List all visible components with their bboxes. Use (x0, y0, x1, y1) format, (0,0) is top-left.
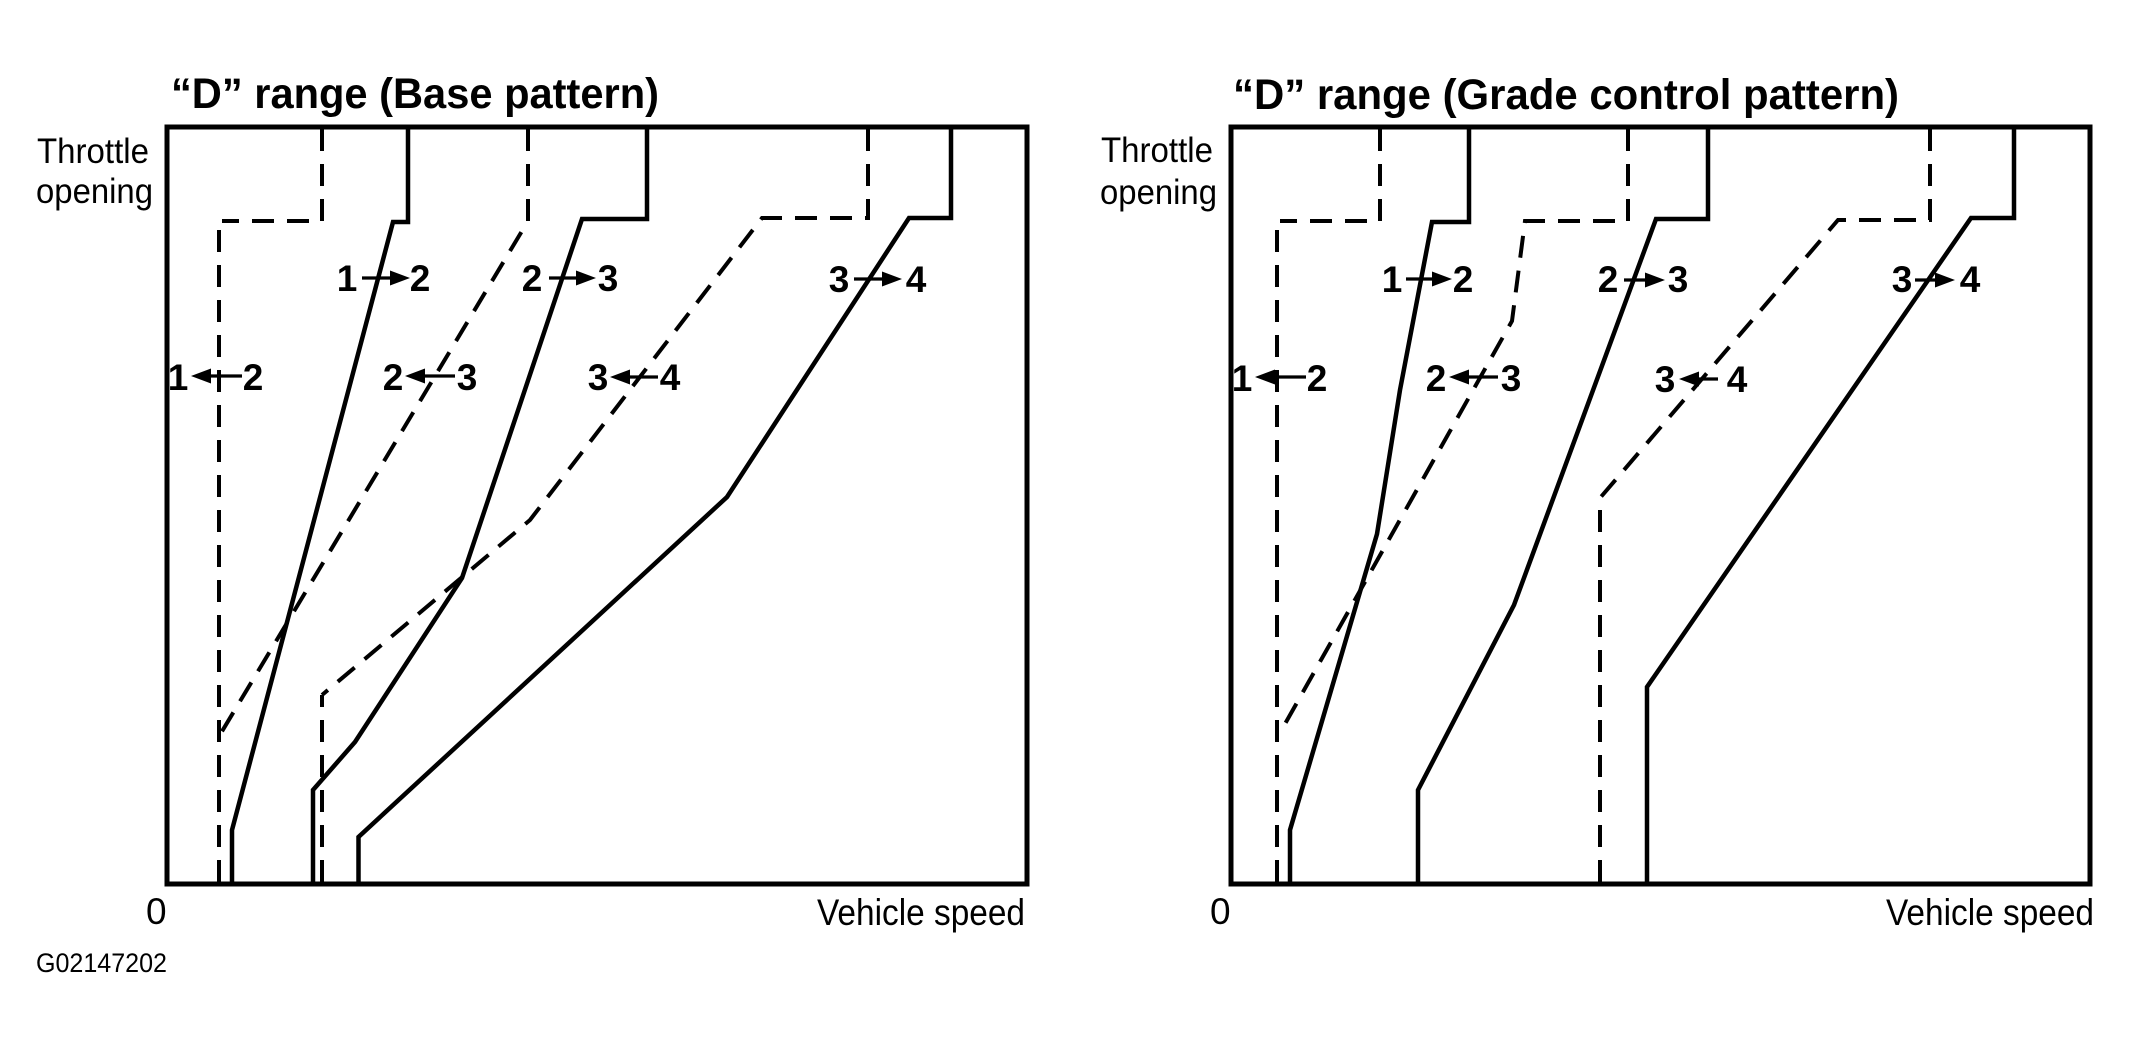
svg-text:2: 2 (243, 357, 264, 398)
svg-text:Throttle: Throttle (1101, 131, 1213, 170)
svg-text:3: 3 (588, 357, 609, 398)
svg-text:3: 3 (1655, 359, 1676, 400)
svg-text:2: 2 (1307, 358, 1328, 399)
svg-text:3: 3 (457, 357, 478, 398)
svg-text:Throttle: Throttle (37, 132, 149, 171)
svg-text:3: 3 (1501, 358, 1522, 399)
svg-text:G02147202: G02147202 (36, 948, 167, 978)
svg-text:4: 4 (660, 357, 681, 398)
svg-text:1: 1 (337, 258, 358, 299)
svg-text:4: 4 (1727, 359, 1748, 400)
svg-text:3: 3 (1892, 259, 1913, 300)
svg-text:1: 1 (168, 357, 189, 398)
svg-text:2: 2 (1598, 259, 1619, 300)
svg-text:4: 4 (906, 259, 927, 300)
svg-text:3: 3 (598, 258, 619, 299)
svg-text:0: 0 (1210, 891, 1231, 932)
svg-text:2: 2 (383, 357, 404, 398)
svg-text:Vehicle speed: Vehicle speed (817, 892, 1025, 933)
svg-text:3: 3 (1668, 259, 1689, 300)
svg-text:1: 1 (1382, 259, 1403, 300)
svg-text:3: 3 (829, 259, 850, 300)
svg-text:1: 1 (1232, 358, 1253, 399)
svg-text:2: 2 (410, 258, 431, 299)
svg-text:2: 2 (1453, 259, 1474, 300)
svg-text:Vehicle speed: Vehicle speed (1886, 892, 2094, 933)
svg-text:opening: opening (1100, 173, 1217, 212)
svg-text:0: 0 (146, 891, 167, 932)
svg-text:4: 4 (1960, 259, 1981, 300)
svg-text:opening: opening (36, 172, 153, 211)
svg-text:“D” range (Base pattern): “D” range (Base pattern) (171, 70, 659, 118)
svg-text:“D” range (Grade control patte: “D” range (Grade control pattern) (1233, 71, 1899, 119)
svg-text:2: 2 (522, 258, 543, 299)
svg-text:2: 2 (1426, 358, 1447, 399)
